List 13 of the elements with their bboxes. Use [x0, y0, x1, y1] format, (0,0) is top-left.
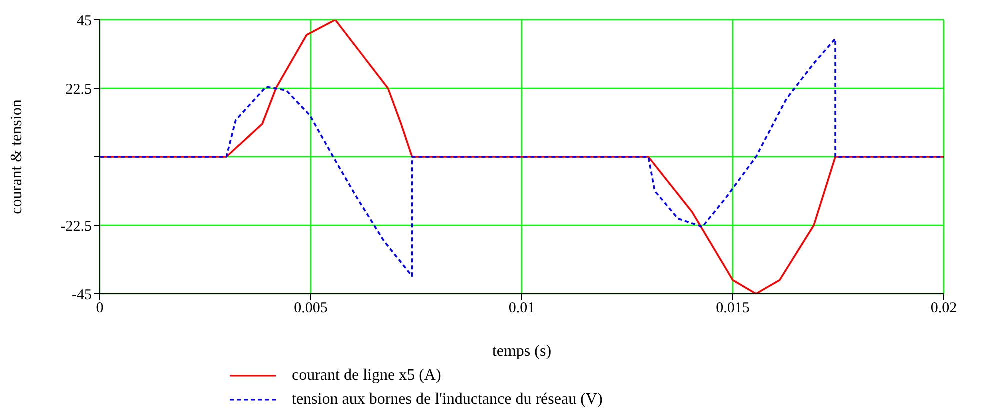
x-axis-title: temps (s) [492, 343, 552, 360]
y-tick-label: 45 [77, 13, 92, 30]
y-axis-title: courant & tension [8, 100, 26, 214]
y-tick-label: -45 [72, 287, 92, 304]
x-tick-label: 0.01 [508, 300, 536, 317]
legend-label: courant de ligne x5 (A) [292, 367, 442, 385]
legend-label: tension aux bornes de l'inductance du réseau (V) [292, 391, 603, 409]
x-tick-label: 0.02 [930, 300, 958, 317]
x-tick-label: 0.005 [294, 300, 328, 317]
x-tick-label: 0.015 [716, 300, 750, 317]
y-tick-label: 22.5 [66, 82, 92, 98]
x-tick-label: 0 [96, 300, 104, 317]
y-tick-label: -22.5 [60, 218, 92, 235]
